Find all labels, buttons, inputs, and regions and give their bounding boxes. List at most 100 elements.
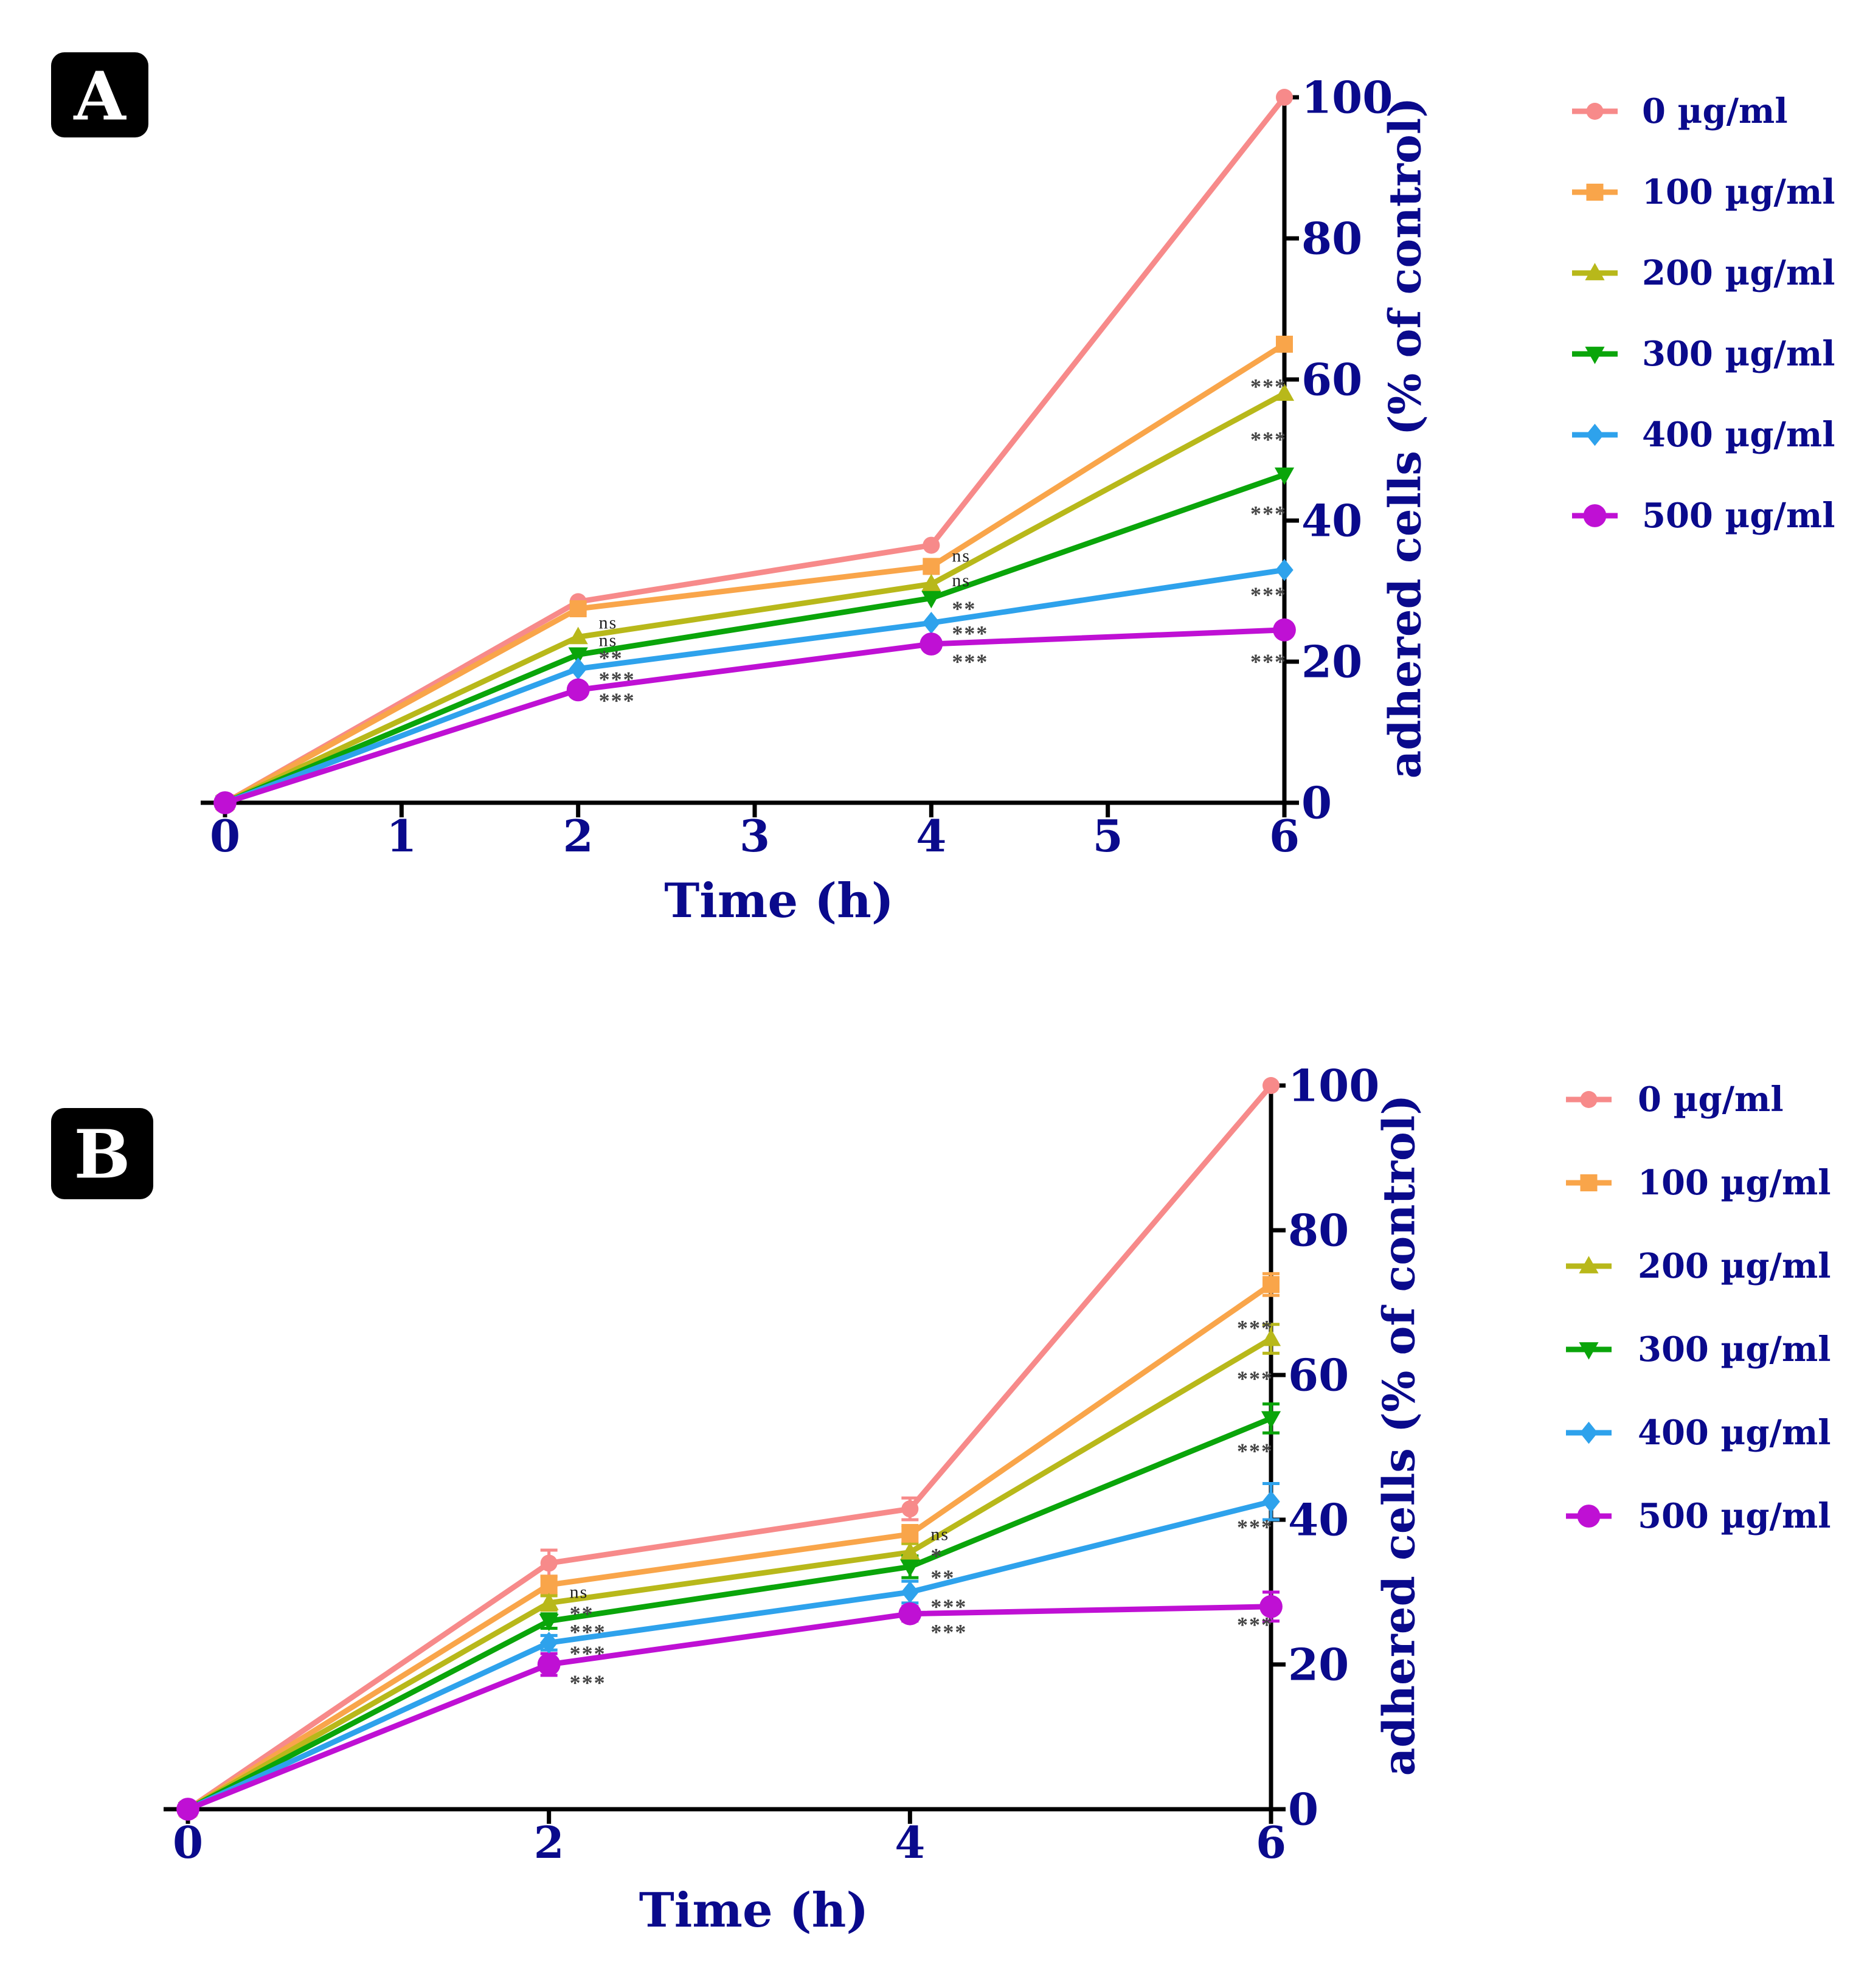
panel-b-x-axis-label: Time (h) bbox=[639, 1883, 869, 1938]
panel-a-significance-label: *** bbox=[1250, 649, 1287, 674]
panel-b-y-tick-label: 60 bbox=[1288, 1349, 1349, 1401]
panel-a-significance-label: ns bbox=[952, 570, 971, 591]
panel-a-legend-marker bbox=[1585, 347, 1605, 364]
panel-b-data-point bbox=[539, 1593, 559, 1610]
panel-b-significance-label: *** bbox=[930, 1619, 967, 1644]
panel-a-significance-label: *** bbox=[952, 649, 988, 674]
panel-a-legend-label: 500 µg/ml bbox=[1642, 496, 1835, 536]
panel-b-data-point bbox=[1261, 1411, 1281, 1429]
panel-a-data-point bbox=[569, 657, 587, 680]
panel-a-y-tick-label: 60 bbox=[1301, 354, 1362, 406]
panel-a-y-tick-label: 80 bbox=[1301, 213, 1362, 265]
panel-b-legend-marker bbox=[1580, 1091, 1598, 1108]
panel-a-x-tick-label: 0 bbox=[210, 810, 240, 862]
panel-b-data-point bbox=[540, 1554, 558, 1572]
panel-b-data-point bbox=[537, 1653, 561, 1676]
panel-b-legend-marker bbox=[1579, 1342, 1599, 1360]
panel-b-legend-label: 0 µg/ml bbox=[1638, 1079, 1784, 1120]
panel-b-badge bbox=[51, 1108, 153, 1199]
panel-b-series-line bbox=[186, 1084, 1273, 1812]
panel-a-significance-label: *** bbox=[1250, 501, 1287, 525]
panel-a-significance-label: *** bbox=[599, 688, 636, 713]
panel-a-y-tick-label: 0 bbox=[1301, 777, 1332, 829]
panel-b-legend-label: 400 µg/ml bbox=[1638, 1413, 1831, 1453]
panel-a-data-point bbox=[921, 573, 941, 592]
panel-a-legend-label: 100 µg/ml bbox=[1642, 172, 1835, 212]
panel-b-significance-label: *** bbox=[1237, 1613, 1273, 1637]
panel-b-significance-label: ns bbox=[930, 1524, 949, 1544]
panel-a-legend-marker bbox=[1585, 263, 1605, 280]
panel-b-data-point bbox=[1259, 1595, 1283, 1618]
panel-b-series-line bbox=[187, 1604, 1272, 1812]
panel-a-series-line bbox=[223, 342, 1286, 805]
panel-b-y-tick-label: 0 bbox=[1288, 1784, 1318, 1835]
panel-b-series-line bbox=[186, 1336, 1273, 1812]
panel-b-legend-label: 300 µg/ml bbox=[1638, 1329, 1831, 1370]
panel-b-data-point bbox=[539, 1632, 558, 1654]
panel-a-y-tick-label: 40 bbox=[1301, 495, 1362, 547]
panel-a-badge-label: A bbox=[73, 57, 126, 136]
panel-b-data-point bbox=[901, 1500, 919, 1518]
panel-b-significance-label: *** bbox=[1237, 1515, 1273, 1539]
panel-b-data-point bbox=[1262, 1276, 1280, 1294]
panel-b-series-line bbox=[186, 1416, 1272, 1812]
panel-a-data-point bbox=[1276, 336, 1293, 353]
panel-b-data-point bbox=[898, 1602, 922, 1626]
panel-b-x-tick-label: 2 bbox=[534, 1817, 564, 1868]
panel-b-data-point bbox=[540, 1576, 558, 1594]
panel-b-significance-label: *** bbox=[570, 1619, 606, 1644]
panel-b-data-point bbox=[1262, 1077, 1280, 1094]
panel-a-data-point bbox=[1275, 559, 1294, 581]
panel-a-data-point bbox=[213, 791, 237, 814]
panel-b-significance-label: * bbox=[930, 1544, 943, 1568]
panel-b-significance-label: *** bbox=[930, 1595, 967, 1619]
panel-b-data-point bbox=[1262, 1491, 1280, 1513]
panel-a-data-point bbox=[923, 536, 940, 554]
panel-a-data-point bbox=[569, 600, 587, 617]
panel-b-y-tick-label: 100 bbox=[1288, 1060, 1379, 1112]
panel-a-y-tick-label: 100 bbox=[1301, 72, 1393, 123]
panel-b-significance-label: ** bbox=[930, 1565, 955, 1590]
panel-b-significance-label: ns bbox=[570, 1582, 589, 1602]
panel-b-legend-marker bbox=[1577, 1505, 1601, 1528]
panel-b-data-point bbox=[900, 1542, 920, 1560]
panel-a-legend-marker bbox=[1586, 184, 1604, 201]
panel-a-legend-label: 400 µg/ml bbox=[1642, 415, 1835, 455]
panel-a-significance-label: *** bbox=[1250, 583, 1287, 607]
panel-a-x-tick-label: 3 bbox=[739, 810, 770, 862]
panel-b-series-line bbox=[186, 1282, 1273, 1812]
panel-a-series-line bbox=[224, 567, 1285, 806]
panel-b-significance-label: *** bbox=[1237, 1366, 1273, 1391]
panel-b-data-point bbox=[901, 1581, 920, 1604]
panel-a-data-point bbox=[568, 626, 588, 645]
panel-a-significance-label: ns bbox=[952, 546, 971, 566]
panel-b-significance-label: *** bbox=[1237, 1316, 1273, 1340]
panel-b-data-point bbox=[539, 1613, 559, 1632]
panel-b-y-tick-label: 20 bbox=[1288, 1639, 1349, 1691]
panel-b-data-point bbox=[900, 1559, 920, 1578]
panel-a-y-tick-label: 20 bbox=[1301, 636, 1362, 688]
panel-a-x-tick-label: 1 bbox=[386, 810, 417, 862]
panel-a-x-tick-label: 6 bbox=[1269, 810, 1300, 862]
panel-b-data-point bbox=[901, 1525, 919, 1543]
panel-a-badge bbox=[51, 52, 148, 137]
panel-a-data-point bbox=[921, 591, 941, 609]
panel-b-y-tick-label: 40 bbox=[1288, 1494, 1349, 1546]
panel-b-data-point bbox=[1261, 1328, 1281, 1346]
panel-b-data-point bbox=[176, 1798, 199, 1821]
panel-b-legend-marker bbox=[1580, 1174, 1598, 1191]
panel-a-significance-label: ns bbox=[599, 631, 618, 651]
panel-b-x-tick-label: 4 bbox=[895, 1817, 925, 1868]
panel-a-series-line bbox=[224, 627, 1285, 806]
panel-a-data-point bbox=[922, 612, 941, 634]
panel-b-legend: 0 µg/ml 100 µg/ml 200 µg/ml 300 µg/ml 400 µg… bbox=[1566, 1079, 1831, 1536]
panel-a-significance-label: *** bbox=[1250, 428, 1287, 452]
panel-b-legend-label: 100 µg/ml bbox=[1638, 1163, 1831, 1203]
panel-a-significance-label: *** bbox=[1250, 375, 1287, 399]
panel-b-y-axis-label: adhered cells (% of control) bbox=[1373, 1095, 1425, 1776]
panel-b-x-tick-label: 0 bbox=[173, 1817, 203, 1868]
